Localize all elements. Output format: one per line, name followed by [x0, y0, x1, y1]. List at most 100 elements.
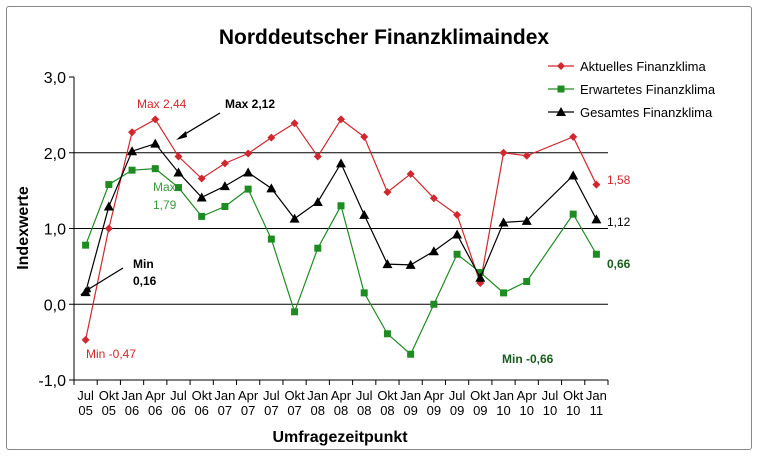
x-tick-label-year: 07 — [264, 403, 278, 418]
series-line — [85, 118, 597, 340]
data-point-triangle — [196, 192, 207, 202]
y-tick-label: 1,0 — [44, 222, 66, 239]
data-point-triangle — [336, 158, 346, 168]
data-point-diamond — [104, 224, 113, 233]
annotation-red-last: 1,58 — [607, 173, 631, 187]
x-tick-label: Jul — [170, 388, 187, 403]
data-point-diamond — [453, 210, 462, 219]
x-tick-label-year: 07 — [287, 403, 301, 418]
x-tick-label: Jan — [214, 388, 235, 403]
data-point-triangle — [428, 246, 439, 256]
annotation-green-last: 0,66 — [607, 257, 631, 271]
x-tick-label-year: 10 — [520, 403, 534, 418]
data-point-square — [337, 202, 345, 210]
data-point-diamond — [499, 148, 508, 157]
data-point-square — [476, 268, 484, 276]
x-tick-label: Jan — [122, 388, 143, 403]
x-tick-label-year: 11 — [590, 403, 604, 418]
data-point-diamond — [244, 149, 253, 158]
data-point-triangle — [127, 146, 138, 156]
data-point-square — [453, 250, 461, 258]
series-line — [85, 168, 597, 356]
arrow-black-max — [179, 112, 221, 138]
data-point-triangle — [150, 138, 161, 148]
annotation-green-max-1: Max — [153, 180, 176, 194]
x-tick-label-year: 09 — [427, 403, 441, 418]
x-tick-label-year: 07 — [218, 403, 232, 418]
y-tick-label: 3,0 — [44, 70, 66, 87]
x-tick-label: Jul — [542, 388, 559, 403]
x-tick-label: Apr — [517, 388, 538, 403]
x-tick-label-year: 10 — [543, 403, 557, 418]
annotation-black-min-2: 0,16 — [133, 274, 157, 288]
x-tick-label: Jan — [493, 388, 514, 403]
x-tick-label-year: 06 — [125, 403, 139, 418]
data-point-diamond — [313, 152, 322, 161]
x-tick-label-year: 05 — [102, 403, 116, 418]
data-point-triangle — [289, 213, 300, 223]
data-point-triangle — [452, 229, 463, 239]
data-point-square — [592, 250, 600, 258]
data-point-triangle — [312, 196, 323, 206]
x-tick-label: Apr — [238, 388, 259, 403]
annotation-green-max-2: 1,79 — [153, 198, 177, 212]
x-tick-label: Jan — [400, 388, 421, 403]
annotation-green-min: Min -0,66 — [502, 352, 554, 366]
data-point-diamond — [429, 194, 438, 203]
data-point-triangle — [382, 259, 393, 269]
data-point-diamond — [197, 174, 206, 183]
data-point-triangle — [568, 170, 579, 180]
x-tick-label: Apr — [145, 388, 166, 403]
annotation-red-min: Min -0,47 — [86, 347, 136, 361]
legend-label: Aktuelles Finanzklima — [580, 59, 706, 74]
data-point-triangle — [219, 181, 230, 191]
x-tick-label: Jul — [263, 388, 280, 403]
data-point-square — [82, 241, 90, 249]
data-point-triangle — [521, 215, 532, 225]
data-point-square — [523, 278, 531, 286]
data-point-triangle — [103, 201, 114, 211]
x-tick-label: Okt — [99, 388, 120, 403]
x-tick-label-year: 08 — [380, 403, 394, 418]
x-tick-label-year: 08 — [334, 403, 348, 418]
data-point-square — [128, 166, 136, 174]
x-tick-label-year: 09 — [450, 403, 464, 418]
data-point-triangle — [591, 214, 602, 224]
data-point-diamond — [406, 169, 415, 178]
x-tick-label: Okt — [284, 388, 305, 403]
data-point-square — [557, 85, 565, 93]
x-tick-label: Okt — [563, 388, 584, 403]
x-tick-label-year: 10 — [566, 403, 580, 418]
x-tick-label: Jul — [449, 388, 466, 403]
x-tick-label-year: 06 — [171, 403, 185, 418]
data-point-diamond — [220, 159, 229, 168]
data-point-square — [360, 289, 368, 297]
legend-label: Erwartetes Finanzklima — [580, 82, 716, 97]
x-tick-label: Okt — [192, 388, 213, 403]
data-point-square — [291, 308, 299, 316]
x-tick-label-year: 09 — [473, 403, 487, 418]
annotation-black-min-1: Min — [133, 257, 154, 271]
data-point-triangle — [266, 183, 277, 193]
data-point-square — [198, 212, 206, 220]
series-line — [85, 142, 597, 293]
data-point-square — [569, 210, 577, 218]
annotation-black-max: Max 2,12 — [225, 97, 275, 111]
data-point-diamond — [337, 115, 345, 124]
x-tick-label-year: 09 — [403, 403, 417, 418]
x-tick-label-year: 08 — [311, 403, 325, 418]
y-tick-label: 0,0 — [44, 297, 66, 314]
data-point-diamond — [81, 335, 90, 344]
data-point-square — [105, 181, 113, 189]
x-tick-label: Jan — [307, 388, 328, 403]
data-point-triangle — [498, 217, 509, 227]
y-axis-label: Indexwerte — [15, 186, 32, 270]
x-tick-label-year: 10 — [496, 403, 510, 418]
x-tick-label: Apr — [424, 388, 445, 403]
arrowhead-black-max — [176, 131, 187, 140]
y-tick-label: 2,0 — [44, 146, 66, 163]
data-point-square — [430, 300, 438, 308]
arrow-black-min — [83, 267, 124, 293]
x-tick-label-year: 07 — [241, 403, 255, 418]
